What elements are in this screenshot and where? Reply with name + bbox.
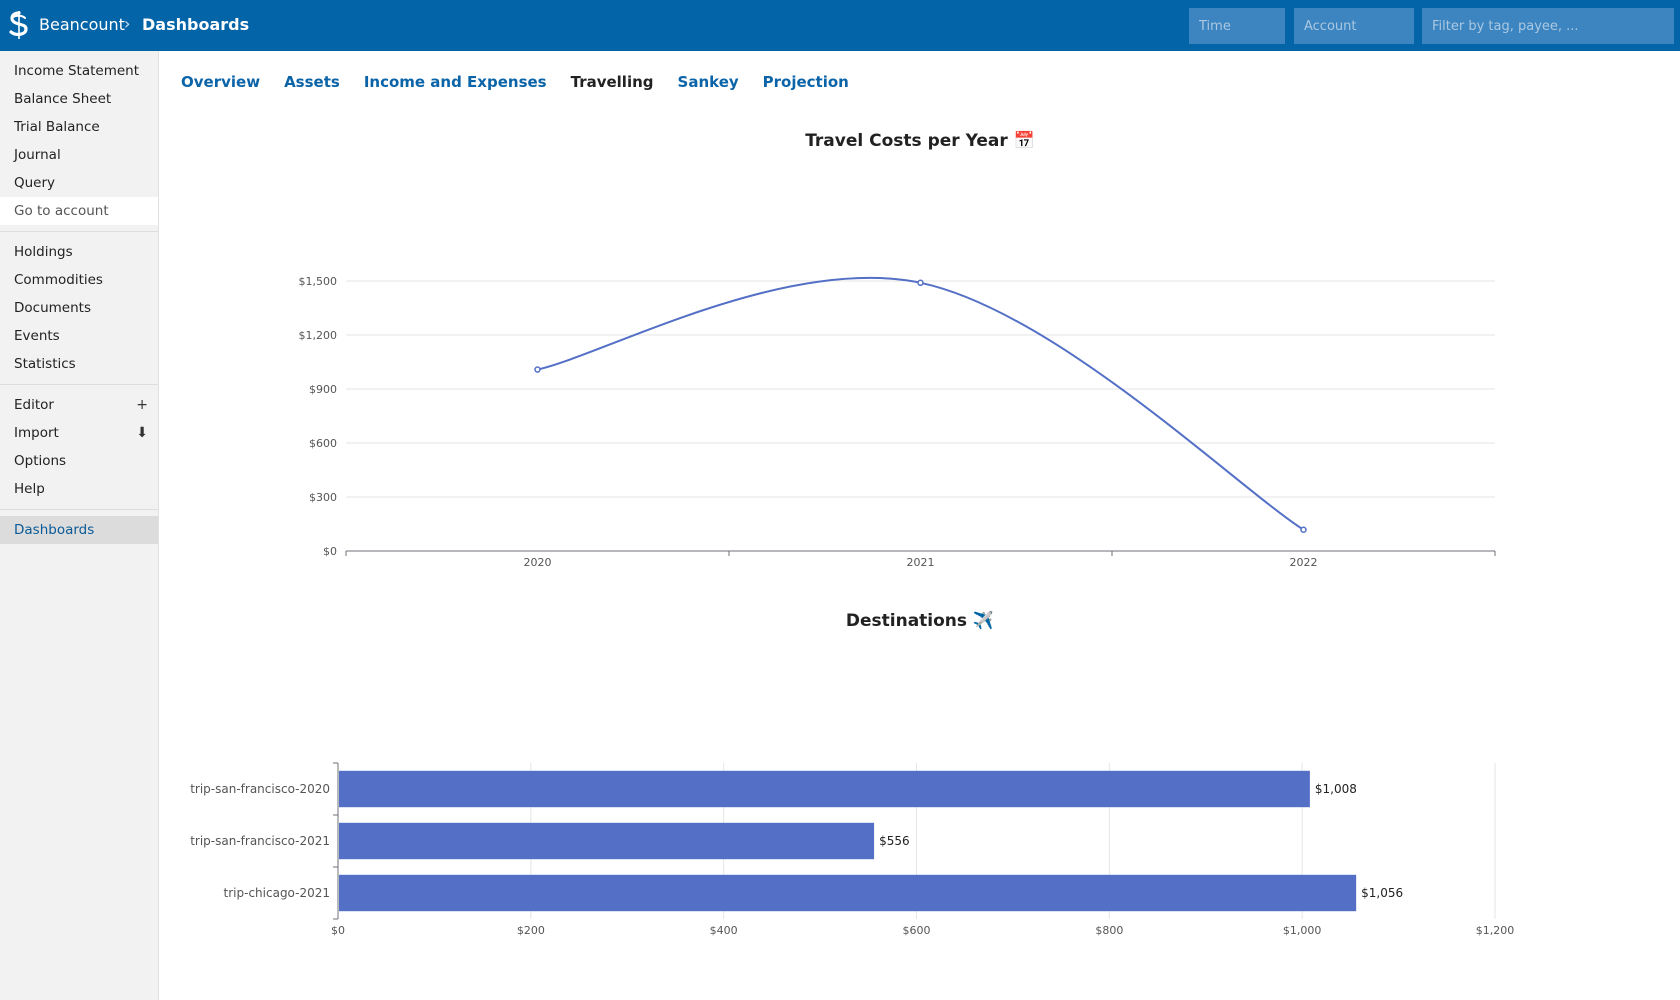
sidebar-item-journal[interactable]: Journal <box>14 147 61 163</box>
sidebar-item-events[interactable]: Events <box>14 328 60 344</box>
line-chart-point[interactable] <box>917 279 924 287</box>
sidebar-item-query[interactable]: Query <box>14 175 56 191</box>
go-to-account-input[interactable]: Go to account <box>0 197 158 225</box>
tag-payee-filter-input[interactable] <box>1422 8 1674 44</box>
line-chart-y-tick-label: $0 <box>323 545 337 558</box>
main-content: Overview Assets Income and Expenses Trav… <box>160 51 1680 1000</box>
sidebar-item-balance-sheet[interactable]: Balance Sheet <box>14 91 112 107</box>
bar-chart-value-label: $556 <box>879 834 910 848</box>
sidebar-group-tools: Editor + Import ⬇ Options Help <box>0 385 158 510</box>
tab-travelling[interactable]: Travelling <box>570 73 654 91</box>
bar-chart-x-tick-label: $200 <box>517 924 545 937</box>
line-chart-x-tick-label: 2021 <box>907 556 935 569</box>
line-chart-title: Travel Costs per Year 📅 <box>805 131 1035 151</box>
sidebar-item-commodities[interactable]: Commodities <box>14 272 103 288</box>
tab-overview[interactable]: Overview <box>181 73 261 91</box>
breadcrumb-separator-icon: › <box>124 14 131 33</box>
plus-icon[interactable]: + <box>136 397 148 413</box>
bar-chart-x-tick-label: $400 <box>710 924 738 937</box>
tab-projection[interactable]: Projection <box>762 73 849 91</box>
bar-chart-value-label: $1,056 <box>1361 886 1403 900</box>
tab-sankey[interactable]: Sankey <box>677 73 739 91</box>
sidebar-item-import[interactable]: Import ⬇ <box>0 419 158 447</box>
bar-chart-x-tick-label: $600 <box>903 924 931 937</box>
line-chart-y-tick-label: $300 <box>309 491 337 504</box>
sidebar-item-holdings[interactable]: Holdings <box>14 244 73 260</box>
travel-costs-line-chart[interactable]: $0 $300 $600 $900 $1,200 $1,500 2020 2021 2022 <box>160 251 1680 591</box>
bar-chart-title: Destinations ✈️ <box>845 611 995 631</box>
line-chart-point[interactable] <box>1300 526 1307 534</box>
breadcrumb-current: Dashboards <box>142 15 250 34</box>
bar-chart-bar[interactable] <box>339 770 1310 808</box>
dashboard-tabs: Overview Assets Income and Expenses Trav… <box>181 73 873 91</box>
sidebar-group-reports: Income Statement Balance Sheet Trial Bal… <box>0 51 158 232</box>
line-chart-y-tick-label: $600 <box>309 437 337 450</box>
sidebar-item-help[interactable]: Help <box>14 481 45 497</box>
bar-chart-value-label: $1,008 <box>1315 782 1357 796</box>
sidebar-item-documents[interactable]: Documents <box>14 300 91 316</box>
sidebar-item-label: Import <box>14 425 59 441</box>
line-chart-y-tick-label: $1,500 <box>299 275 338 288</box>
bar-chart-x-tick-label: $1,000 <box>1283 924 1322 937</box>
sidebar-item-dashboards[interactable]: Dashboards <box>0 516 158 544</box>
bar-chart-bar[interactable] <box>339 874 1357 912</box>
bar-chart-x-tick-label: $1,200 <box>1476 924 1515 937</box>
sidebar-item-income-statement[interactable]: Income Statement <box>14 63 140 79</box>
sidebar-item-statistics[interactable]: Statistics <box>14 356 76 372</box>
bar-chart-bar[interactable] <box>339 822 875 860</box>
time-filter-input[interactable] <box>1189 8 1285 44</box>
line-chart-series-line[interactable] <box>537 276 1305 531</box>
sidebar-item-editor[interactable]: Editor + <box>0 391 158 419</box>
bar-chart-category-label: trip-chicago-2021 <box>224 886 330 900</box>
beancount-logo-icon[interactable] <box>6 11 32 39</box>
bar-chart-category-label: trip-san-francisco-2021 <box>190 834 330 848</box>
sidebar-group-extensions: Dashboards <box>0 510 158 550</box>
bar-chart-x-tick-label: $800 <box>1095 924 1123 937</box>
bar-chart-category-label: trip-san-francisco-2020 <box>190 782 330 796</box>
bar-chart-x-tick-label: $0 <box>331 924 345 937</box>
download-icon[interactable]: ⬇ <box>136 425 148 441</box>
sidebar-group-data: Holdings Commodities Documents Events St… <box>0 232 158 385</box>
line-chart-point[interactable] <box>534 366 541 373</box>
line-chart-x-tick-label: 2022 <box>1290 556 1318 569</box>
line-chart-x-tick-label: 2020 <box>524 556 552 569</box>
line-chart-y-tick-label: $1,200 <box>299 329 338 342</box>
top-header: Beancount › Dashboards <box>0 0 1680 51</box>
sidebar-item-label: Editor <box>14 397 54 413</box>
sidebar-item-trial-balance[interactable]: Trial Balance <box>14 119 100 135</box>
tab-assets[interactable]: Assets <box>284 73 340 91</box>
sidebar: Income Statement Balance Sheet Trial Bal… <box>0 51 159 1000</box>
app-title[interactable]: Beancount <box>39 15 125 34</box>
tab-income-and-expenses[interactable]: Income and Expenses <box>363 73 547 91</box>
destinations-bar-chart[interactable]: $0 $200 $400 $600 $800 $1,000 $1,200 trip-san-f… <box>160 751 1680 951</box>
line-chart-y-tick-label: $900 <box>309 383 337 396</box>
sidebar-item-options[interactable]: Options <box>14 453 67 469</box>
account-filter-input[interactable] <box>1294 8 1414 44</box>
